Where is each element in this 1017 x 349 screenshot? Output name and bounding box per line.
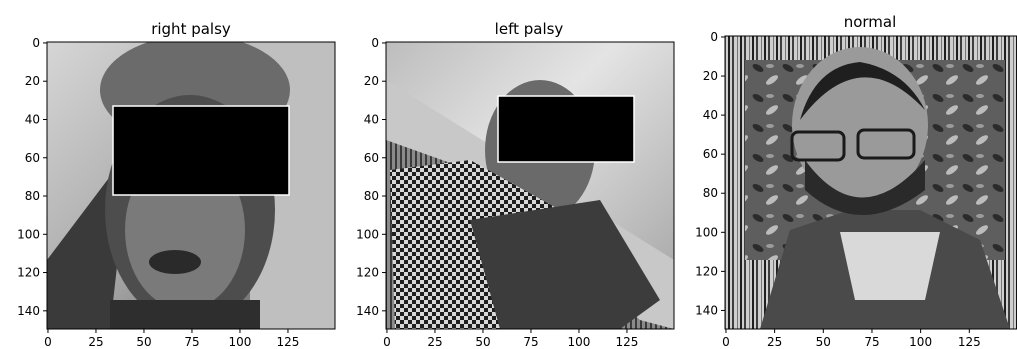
axes-frame: [724, 35, 1017, 330]
y-tick-label: 120: [695, 264, 718, 278]
y-tick-label: 60: [703, 147, 718, 161]
panel-title: right palsy: [151, 20, 231, 38]
y-tick-label: 20: [25, 74, 40, 88]
y-axis: 0 20 40 60 80 100 120 140: [695, 30, 725, 317]
x-tick-label: 100: [568, 335, 591, 349]
panel-left-palsy: left palsy 0 20 40 60 80 100 120 140 0 25 50 75 100…: [356, 20, 675, 349]
x-tick-label: 75: [184, 335, 199, 349]
x-axis: 0 25 50 75 100 125: [722, 329, 981, 349]
x-tick-label: 0: [383, 335, 391, 349]
y-tick-label: 40: [364, 112, 379, 126]
x-axis: 0 25 50 75 100 125: [383, 329, 638, 349]
axes-frame: [385, 41, 675, 330]
panel-normal: normal 0 20 40 60 80 100 120 140 0 25 50 75 100 125: [695, 13, 1017, 349]
y-tick-label: 120: [17, 266, 40, 280]
y-tick-label: 40: [703, 108, 718, 122]
censor-box: [112, 105, 290, 196]
x-tick-label: 0: [722, 335, 730, 349]
y-axis: 0 20 40 60 80 100 120 140: [17, 36, 47, 318]
y-tick-label: 20: [364, 74, 379, 88]
y-tick-label: 100: [356, 227, 379, 241]
panel-title: normal: [844, 13, 897, 31]
y-tick-label: 0: [32, 36, 40, 50]
x-tick-label: 25: [88, 335, 103, 349]
x-tick-label: 100: [909, 335, 932, 349]
y-tick-label: 60: [364, 151, 379, 165]
photo-left-palsy: [386, 42, 674, 329]
x-tick-label: 125: [277, 335, 300, 349]
y-tick-label: 80: [25, 189, 40, 203]
x-tick-label: 75: [864, 335, 879, 349]
x-tick-label: 125: [616, 335, 639, 349]
x-tick-label: 0: [44, 335, 52, 349]
y-tick-label: 0: [371, 36, 379, 50]
y-axis: 0 20 40 60 80 100 120 140: [356, 36, 386, 318]
axes-frame: [46, 41, 336, 330]
x-axis: 0 25 50 75 100 125: [44, 329, 299, 349]
y-tick-label: 100: [17, 227, 40, 241]
y-tick-label: 120: [356, 266, 379, 280]
x-tick-label: 50: [816, 335, 831, 349]
x-tick-label: 50: [136, 335, 151, 349]
y-tick-label: 20: [703, 69, 718, 83]
y-tick-label: 140: [356, 304, 379, 318]
y-tick-label: 80: [364, 189, 379, 203]
x-tick-label: 25: [767, 335, 782, 349]
panel-title: left palsy: [495, 20, 564, 38]
x-tick-label: 25: [427, 335, 442, 349]
y-tick-label: 80: [703, 186, 718, 200]
y-tick-label: 140: [17, 304, 40, 318]
y-tick-label: 60: [25, 151, 40, 165]
x-tick-label: 125: [958, 335, 981, 349]
x-tick-label: 75: [523, 335, 538, 349]
y-tick-label: 100: [695, 225, 718, 239]
y-tick-label: 140: [695, 303, 718, 317]
panel-right-palsy: right palsy 0 20 40 60 80 100 120 140 0 25 50 75 10…: [17, 20, 336, 349]
x-tick-label: 50: [475, 335, 490, 349]
x-tick-label: 100: [229, 335, 252, 349]
y-tick-label: 40: [25, 112, 40, 126]
censor-box: [497, 95, 635, 163]
y-tick-label: 0: [710, 30, 718, 44]
photo-normal: [725, 36, 1017, 329]
